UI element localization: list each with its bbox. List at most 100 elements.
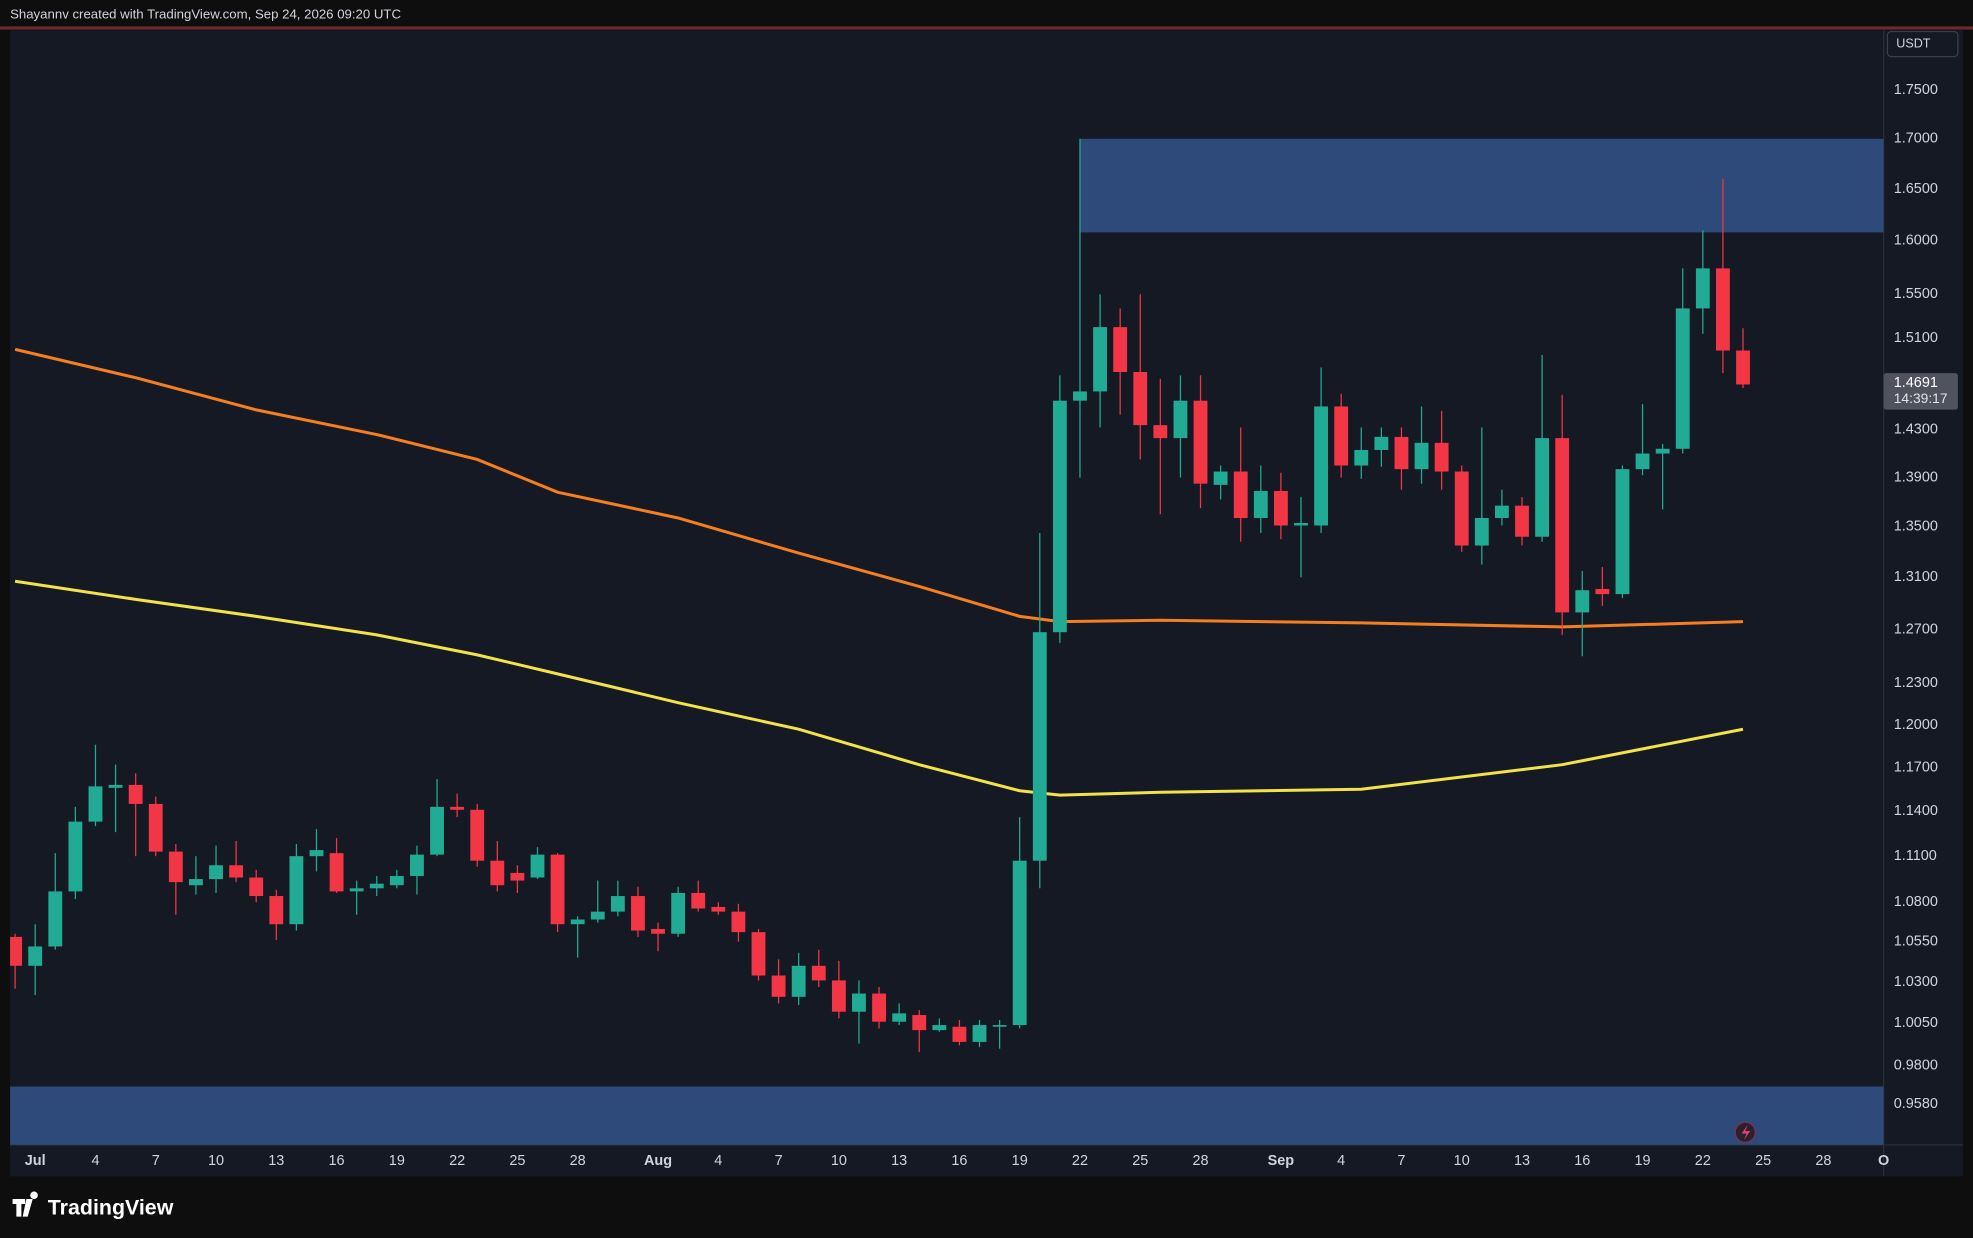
icon-bolt bbox=[1741, 1124, 1751, 1140]
candle-body bbox=[1314, 406, 1329, 526]
candle-body bbox=[1334, 406, 1349, 466]
candle-body bbox=[209, 865, 223, 880]
x-tick-label: 10 bbox=[831, 1153, 847, 1169]
candle-body bbox=[751, 932, 766, 976]
y-tick-label: 1.0300 bbox=[1894, 974, 1938, 990]
footer-brand: TradingView bbox=[48, 1196, 174, 1220]
candle-body bbox=[229, 865, 244, 878]
x-tick-label: O bbox=[1878, 1153, 1889, 1169]
candle-body bbox=[1494, 505, 1509, 519]
candle-body bbox=[972, 1025, 987, 1042]
candle-body bbox=[651, 928, 665, 934]
candle-body bbox=[1294, 522, 1308, 526]
candle-body bbox=[1394, 436, 1409, 470]
candle-body bbox=[1213, 471, 1228, 485]
candle-body bbox=[1073, 391, 1087, 401]
candle-body bbox=[1454, 471, 1469, 546]
y-tick-label: 1.5500 bbox=[1894, 286, 1938, 302]
candle-body bbox=[691, 892, 706, 909]
candle-body bbox=[852, 993, 866, 1012]
candle-body bbox=[430, 806, 444, 855]
candle-body bbox=[872, 993, 886, 1022]
x-tick-label: 10 bbox=[208, 1153, 224, 1169]
candle-body bbox=[1093, 327, 1107, 392]
candle-body bbox=[1173, 400, 1188, 439]
candle-body bbox=[831, 980, 846, 1012]
candle-body bbox=[1354, 449, 1369, 466]
candle-body bbox=[530, 854, 545, 878]
candle-body bbox=[992, 1025, 1007, 1027]
zone bbox=[10, 1086, 1884, 1145]
candle-body bbox=[1655, 448, 1670, 454]
last-price-box bbox=[1883, 373, 1958, 410]
y-tick-label: 1.0550 bbox=[1894, 933, 1938, 949]
candle-body bbox=[811, 965, 826, 981]
candle-body bbox=[490, 860, 505, 886]
candle-body bbox=[1193, 400, 1208, 484]
candle-body bbox=[68, 821, 83, 892]
currency-box bbox=[1886, 30, 1959, 58]
candle-body bbox=[1012, 860, 1027, 1026]
candle-body bbox=[610, 896, 625, 912]
candle-body bbox=[570, 919, 585, 925]
candle-body bbox=[912, 1015, 927, 1031]
candle-body bbox=[590, 911, 605, 920]
y-tick-label: 1.3100 bbox=[1894, 569, 1938, 585]
header-text: Shayannv created with TradingView.com, S… bbox=[10, 7, 401, 22]
y-tick-label: 1.3900 bbox=[1894, 469, 1938, 485]
candle-body bbox=[470, 809, 485, 861]
y-tick-label: 1.0050 bbox=[1894, 1015, 1938, 1031]
candle-body bbox=[1736, 350, 1750, 385]
y-tick-label: 1.7500 bbox=[1894, 82, 1938, 98]
candle-body bbox=[249, 877, 264, 897]
plot bbox=[10, 138, 1884, 1145]
candle-body bbox=[1555, 438, 1570, 613]
candle-body bbox=[369, 883, 384, 889]
x-tick-label: 16 bbox=[1574, 1153, 1590, 1169]
y-tick-label: 1.6500 bbox=[1894, 181, 1938, 197]
x-tick-label: 19 bbox=[1635, 1153, 1651, 1169]
x-tick-label: 16 bbox=[329, 1153, 345, 1169]
x-tick-label: 28 bbox=[1192, 1153, 1208, 1169]
x-tick-label: 22 bbox=[1072, 1153, 1088, 1169]
candle-body bbox=[932, 1025, 947, 1031]
candle-body bbox=[1575, 590, 1590, 613]
y-tick-label: 1.3500 bbox=[1894, 519, 1938, 535]
x-tick-label: 7 bbox=[152, 1153, 160, 1169]
candle-body bbox=[349, 888, 364, 892]
x-tick-label: 13 bbox=[891, 1153, 907, 1169]
y-tick-label: 1.5100 bbox=[1894, 330, 1938, 346]
candle-body bbox=[1032, 632, 1047, 861]
x-tick-label: 25 bbox=[509, 1153, 525, 1169]
candle-body bbox=[1113, 327, 1128, 373]
candle-body bbox=[1052, 400, 1067, 633]
x-tick-label: 4 bbox=[1337, 1153, 1345, 1169]
y-tick-label: 1.4300 bbox=[1894, 422, 1938, 438]
candle-body bbox=[1635, 453, 1650, 470]
candle-body bbox=[1716, 268, 1730, 351]
candle-body bbox=[450, 806, 465, 810]
candle-body bbox=[1374, 436, 1389, 450]
candle-body bbox=[1615, 469, 1630, 595]
candle-body bbox=[1153, 425, 1168, 439]
y-tick-label: 1.2700 bbox=[1894, 621, 1938, 637]
candle-body bbox=[711, 906, 726, 912]
candle-body bbox=[1434, 442, 1449, 472]
x-tick-label: 13 bbox=[268, 1153, 284, 1169]
x-tick-label: 13 bbox=[1514, 1153, 1530, 1169]
x-tick-label: 19 bbox=[389, 1153, 405, 1169]
x-tick-label: 19 bbox=[1012, 1153, 1028, 1169]
candle-body bbox=[269, 896, 284, 925]
x-tick-label: 22 bbox=[1695, 1153, 1711, 1169]
candle-body bbox=[28, 946, 43, 966]
x-tick-label: 25 bbox=[1755, 1153, 1771, 1169]
x-tick-label: 10 bbox=[1454, 1153, 1470, 1169]
candle-body bbox=[128, 784, 143, 804]
y-tick-label: 1.1400 bbox=[1894, 803, 1938, 819]
moving-average-line bbox=[14, 579, 1744, 797]
candle-body bbox=[1535, 438, 1550, 537]
candle-body bbox=[791, 965, 806, 997]
y-tick-label: 1.6000 bbox=[1894, 233, 1938, 249]
moving-average-line bbox=[14, 347, 1744, 629]
y-tick-label: 1.1100 bbox=[1894, 848, 1937, 864]
